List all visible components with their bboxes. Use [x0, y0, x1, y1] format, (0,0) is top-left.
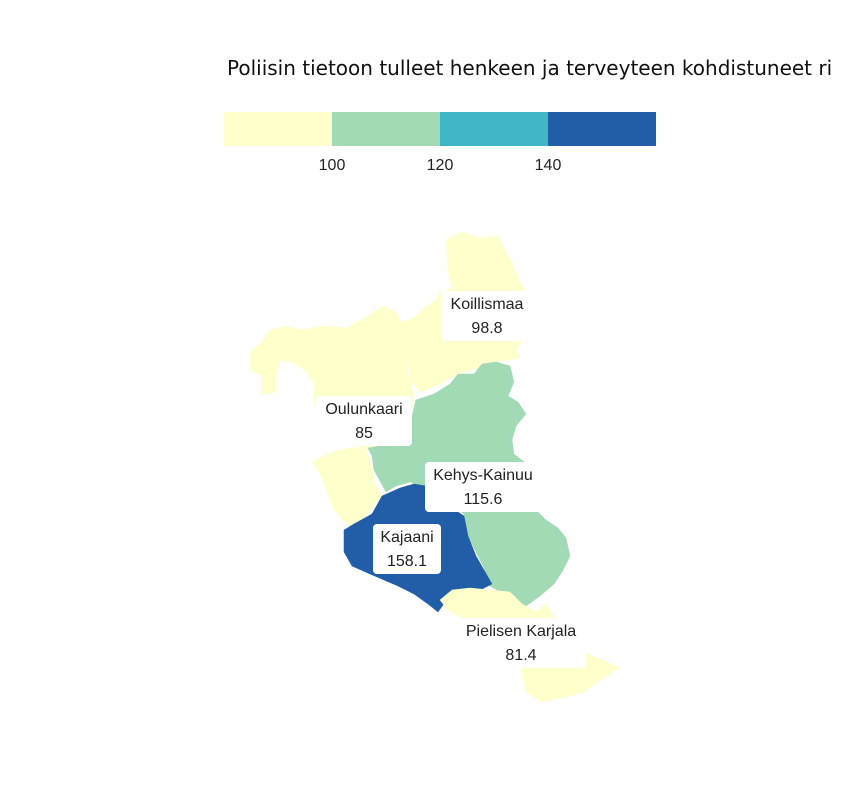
- legend: 100 120 140: [224, 112, 656, 174]
- label-oulunkaari-name: Oulunkaari: [325, 401, 402, 418]
- label-pielisen-karjala-value: 81.4: [505, 647, 536, 664]
- label-kehys-kainuu-name: Kehys-Kainuu: [433, 467, 533, 484]
- legend-bin-2: [332, 112, 440, 146]
- label-koillismaa-name: Koillismaa: [451, 296, 524, 313]
- label-kajaani: Kajaani 158.1: [373, 524, 441, 574]
- label-koillismaa: Koillismaa 98.8: [441, 291, 533, 341]
- label-kajaani-name: Kajaani: [380, 529, 433, 546]
- label-pielisen-karjala-name: Pielisen Karjala: [466, 623, 576, 640]
- legend-bin-4: [548, 112, 656, 146]
- label-kehys-kainuu: Kehys-Kainuu 115.6: [425, 462, 541, 512]
- region-labels: Koillismaa 98.8 Oulunkaari 85 Kehys-Kain…: [316, 291, 586, 668]
- legend-tick-120: 120: [427, 157, 454, 174]
- label-oulunkaari-value: 85: [355, 425, 373, 442]
- legend-bin-3: [440, 112, 548, 146]
- map-title: Poliisin tietoon tulleet henkeen ja terv…: [227, 56, 833, 80]
- label-kehys-kainuu-value: 115.6: [464, 491, 503, 508]
- label-pielisen-karjala: Pielisen Karjala 81.4: [456, 618, 586, 668]
- legend-tick-140: 140: [535, 157, 562, 174]
- legend-tick-100: 100: [319, 157, 346, 174]
- label-oulunkaari: Oulunkaari 85: [316, 396, 412, 446]
- label-koillismaa-value: 98.8: [471, 320, 502, 337]
- legend-bin-1: [224, 112, 332, 146]
- label-kajaani-value: 158.1: [387, 553, 427, 570]
